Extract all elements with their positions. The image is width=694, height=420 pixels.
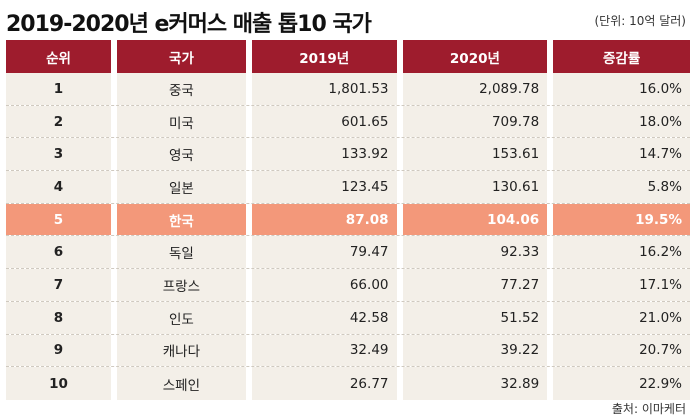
country-cell: 영국 <box>117 138 246 171</box>
value-2019-cell: 87.08 <box>251 203 397 236</box>
country-cell: 프랑스 <box>117 269 246 301</box>
change-cell: 17.1% <box>553 269 690 301</box>
change-cell: 22.9% <box>553 367 690 400</box>
value-2020-cell: 130.61 <box>402 171 548 203</box>
rank-cell: 5 <box>6 203 112 236</box>
rank-cell: 1 <box>6 73 112 105</box>
value-2019-cell: 66.00 <box>251 269 397 301</box>
value-2020-cell: 2,089.78 <box>402 73 548 105</box>
country-cell: 인도 <box>117 301 246 334</box>
value-2020-cell: 51.52 <box>402 301 548 334</box>
table-row: 7 프랑스 66.00 77.27 17.1% <box>6 269 690 302</box>
value-2019-cell: 32.49 <box>251 334 397 367</box>
header-2020: 2020년 <box>402 40 548 73</box>
value-2019-cell: 123.45 <box>251 171 397 203</box>
country-cell: 스페인 <box>117 367 246 400</box>
value-2019-cell: 26.77 <box>251 367 397 400</box>
value-2019-cell: 1,801.53 <box>251 73 397 105</box>
value-2019-cell: 42.58 <box>251 301 397 334</box>
rank-cell: 4 <box>6 171 112 203</box>
rank-cell: 2 <box>6 105 112 138</box>
country-cell: 독일 <box>117 236 246 269</box>
table-row: 4 일본 123.45 130.61 5.8% <box>6 171 690 204</box>
header-country: 국가 <box>117 40 246 73</box>
change-cell: 20.7% <box>553 334 690 367</box>
table-row: 8 인도 42.58 51.52 21.0% <box>6 301 690 335</box>
value-2020-cell: 32.89 <box>402 367 548 400</box>
table-header-row: 순위 국가 2019년 2020년 증감률 <box>6 40 690 73</box>
change-cell: 19.5% <box>553 203 690 236</box>
table-row: 6 독일 79.47 92.33 16.2% <box>6 236 690 270</box>
value-2020-cell: 709.78 <box>402 105 548 138</box>
country-cell: 중국 <box>117 73 246 105</box>
table-row: 5 한국 87.08 104.06 19.5% <box>6 203 690 237</box>
country-cell: 한국 <box>117 203 246 236</box>
value-2020-cell: 92.33 <box>402 236 548 269</box>
header-2019: 2019년 <box>251 40 397 73</box>
table-row: 1 중국 1,801.53 2,089.78 16.0% <box>6 73 690 106</box>
unit-label: (단위: 10억 달러) <box>594 14 686 28</box>
value-2020-cell: 77.27 <box>402 269 548 301</box>
table-title: 2019-2020년 e커머스 매출 톱10 국가 <box>6 12 372 37</box>
rank-cell: 7 <box>6 269 112 301</box>
ecommerce-table: 순위 국가 2019년 2020년 증감률 1 중국 1,801.53 2,089.7… <box>6 40 690 400</box>
value-2019-cell: 79.47 <box>251 236 397 269</box>
table-row: 2 미국 601.65 709.78 18.0% <box>6 105 690 139</box>
value-2020-cell: 104.06 <box>402 203 548 236</box>
change-cell: 16.0% <box>553 73 690 105</box>
country-cell: 미국 <box>117 105 246 138</box>
rank-cell: 6 <box>6 236 112 269</box>
rank-cell: 9 <box>6 334 112 367</box>
change-cell: 21.0% <box>553 301 690 334</box>
rank-cell: 8 <box>6 301 112 334</box>
country-cell: 캐나다 <box>117 334 246 367</box>
value-2020-cell: 39.22 <box>402 334 548 367</box>
value-2019-cell: 133.92 <box>251 138 397 171</box>
header-rank: 순위 <box>6 40 112 73</box>
country-cell: 일본 <box>117 171 246 203</box>
table-row: 9 캐나다 32.49 39.22 20.7% <box>6 334 690 368</box>
value-2019-cell: 601.65 <box>251 105 397 138</box>
value-2020-cell: 153.61 <box>402 138 548 171</box>
rank-cell: 10 <box>6 367 112 400</box>
table-row: 10 스페인 26.77 32.89 22.9% <box>6 367 690 400</box>
rank-cell: 3 <box>6 138 112 171</box>
header-change: 증감률 <box>553 40 690 73</box>
change-cell: 18.0% <box>553 105 690 138</box>
change-cell: 5.8% <box>553 171 690 203</box>
change-cell: 14.7% <box>553 138 690 171</box>
change-cell: 16.2% <box>553 236 690 269</box>
source-label: 출처: 이마케터 <box>611 402 686 416</box>
table-row: 3 영국 133.92 153.61 14.7% <box>6 138 690 172</box>
